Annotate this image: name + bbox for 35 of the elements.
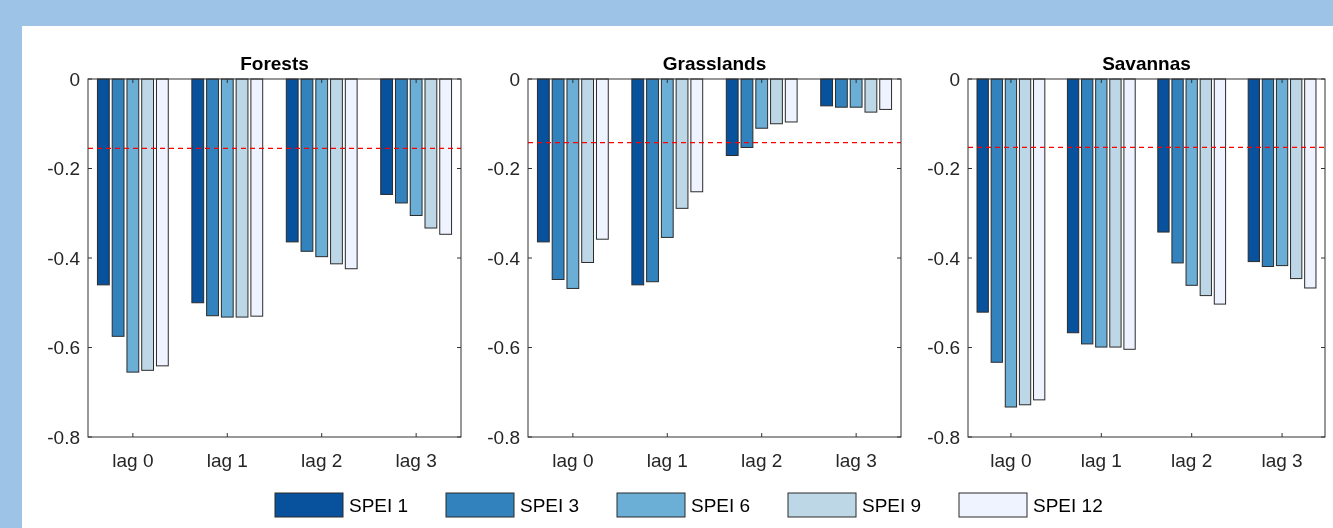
y-tick-label: -0.2 [47, 158, 80, 180]
x-tick-label: lag 3 [1261, 450, 1303, 471]
legend-label: SPEI 9 [862, 494, 922, 516]
legend-label: SPEI 6 [691, 494, 751, 516]
y-tick-label: -0.2 [487, 158, 520, 180]
chart-title: Forests [240, 53, 309, 74]
y-tick-label: -0.8 [487, 426, 520, 448]
x-tick-label: lag 2 [741, 450, 783, 471]
chart-title: Savannas [1102, 53, 1191, 74]
x-tick-label: lag 0 [552, 450, 594, 471]
x-tick-label: lag 1 [646, 450, 688, 471]
y-tick-label: -0.6 [47, 337, 80, 359]
y-tick-label: -0.2 [927, 158, 960, 180]
x-tick-label: lag 3 [835, 450, 877, 471]
x-tick-label: lag 3 [395, 450, 437, 471]
legend-label: SPEI 3 [520, 494, 580, 516]
y-tick-label: -0.4 [927, 247, 961, 269]
y-tick-label: 0 [949, 68, 960, 90]
x-tick-label: lag 1 [1080, 450, 1122, 471]
y-tick-label: -0.8 [927, 426, 960, 448]
x-tick-label: lag 2 [1171, 450, 1213, 471]
y-tick-label: -0.8 [47, 426, 80, 448]
y-tick-label: -0.4 [47, 247, 81, 269]
y-tick-label: 0 [509, 68, 520, 90]
y-tick-label: -0.4 [487, 247, 521, 269]
legend-label: SPEI 12 [1033, 494, 1103, 516]
legend-label: SPEI 1 [349, 494, 409, 516]
x-tick-label: lag 1 [206, 450, 248, 471]
x-tick-label: lag 0 [112, 450, 154, 471]
y-tick-label: 0 [69, 68, 80, 90]
x-tick-label: lag 2 [301, 450, 343, 471]
y-tick-label: -0.6 [487, 337, 520, 359]
chart-title: Grasslands [662, 53, 767, 74]
x-tick-label: lag 0 [990, 450, 1032, 471]
y-tick-label: -0.6 [927, 337, 960, 359]
